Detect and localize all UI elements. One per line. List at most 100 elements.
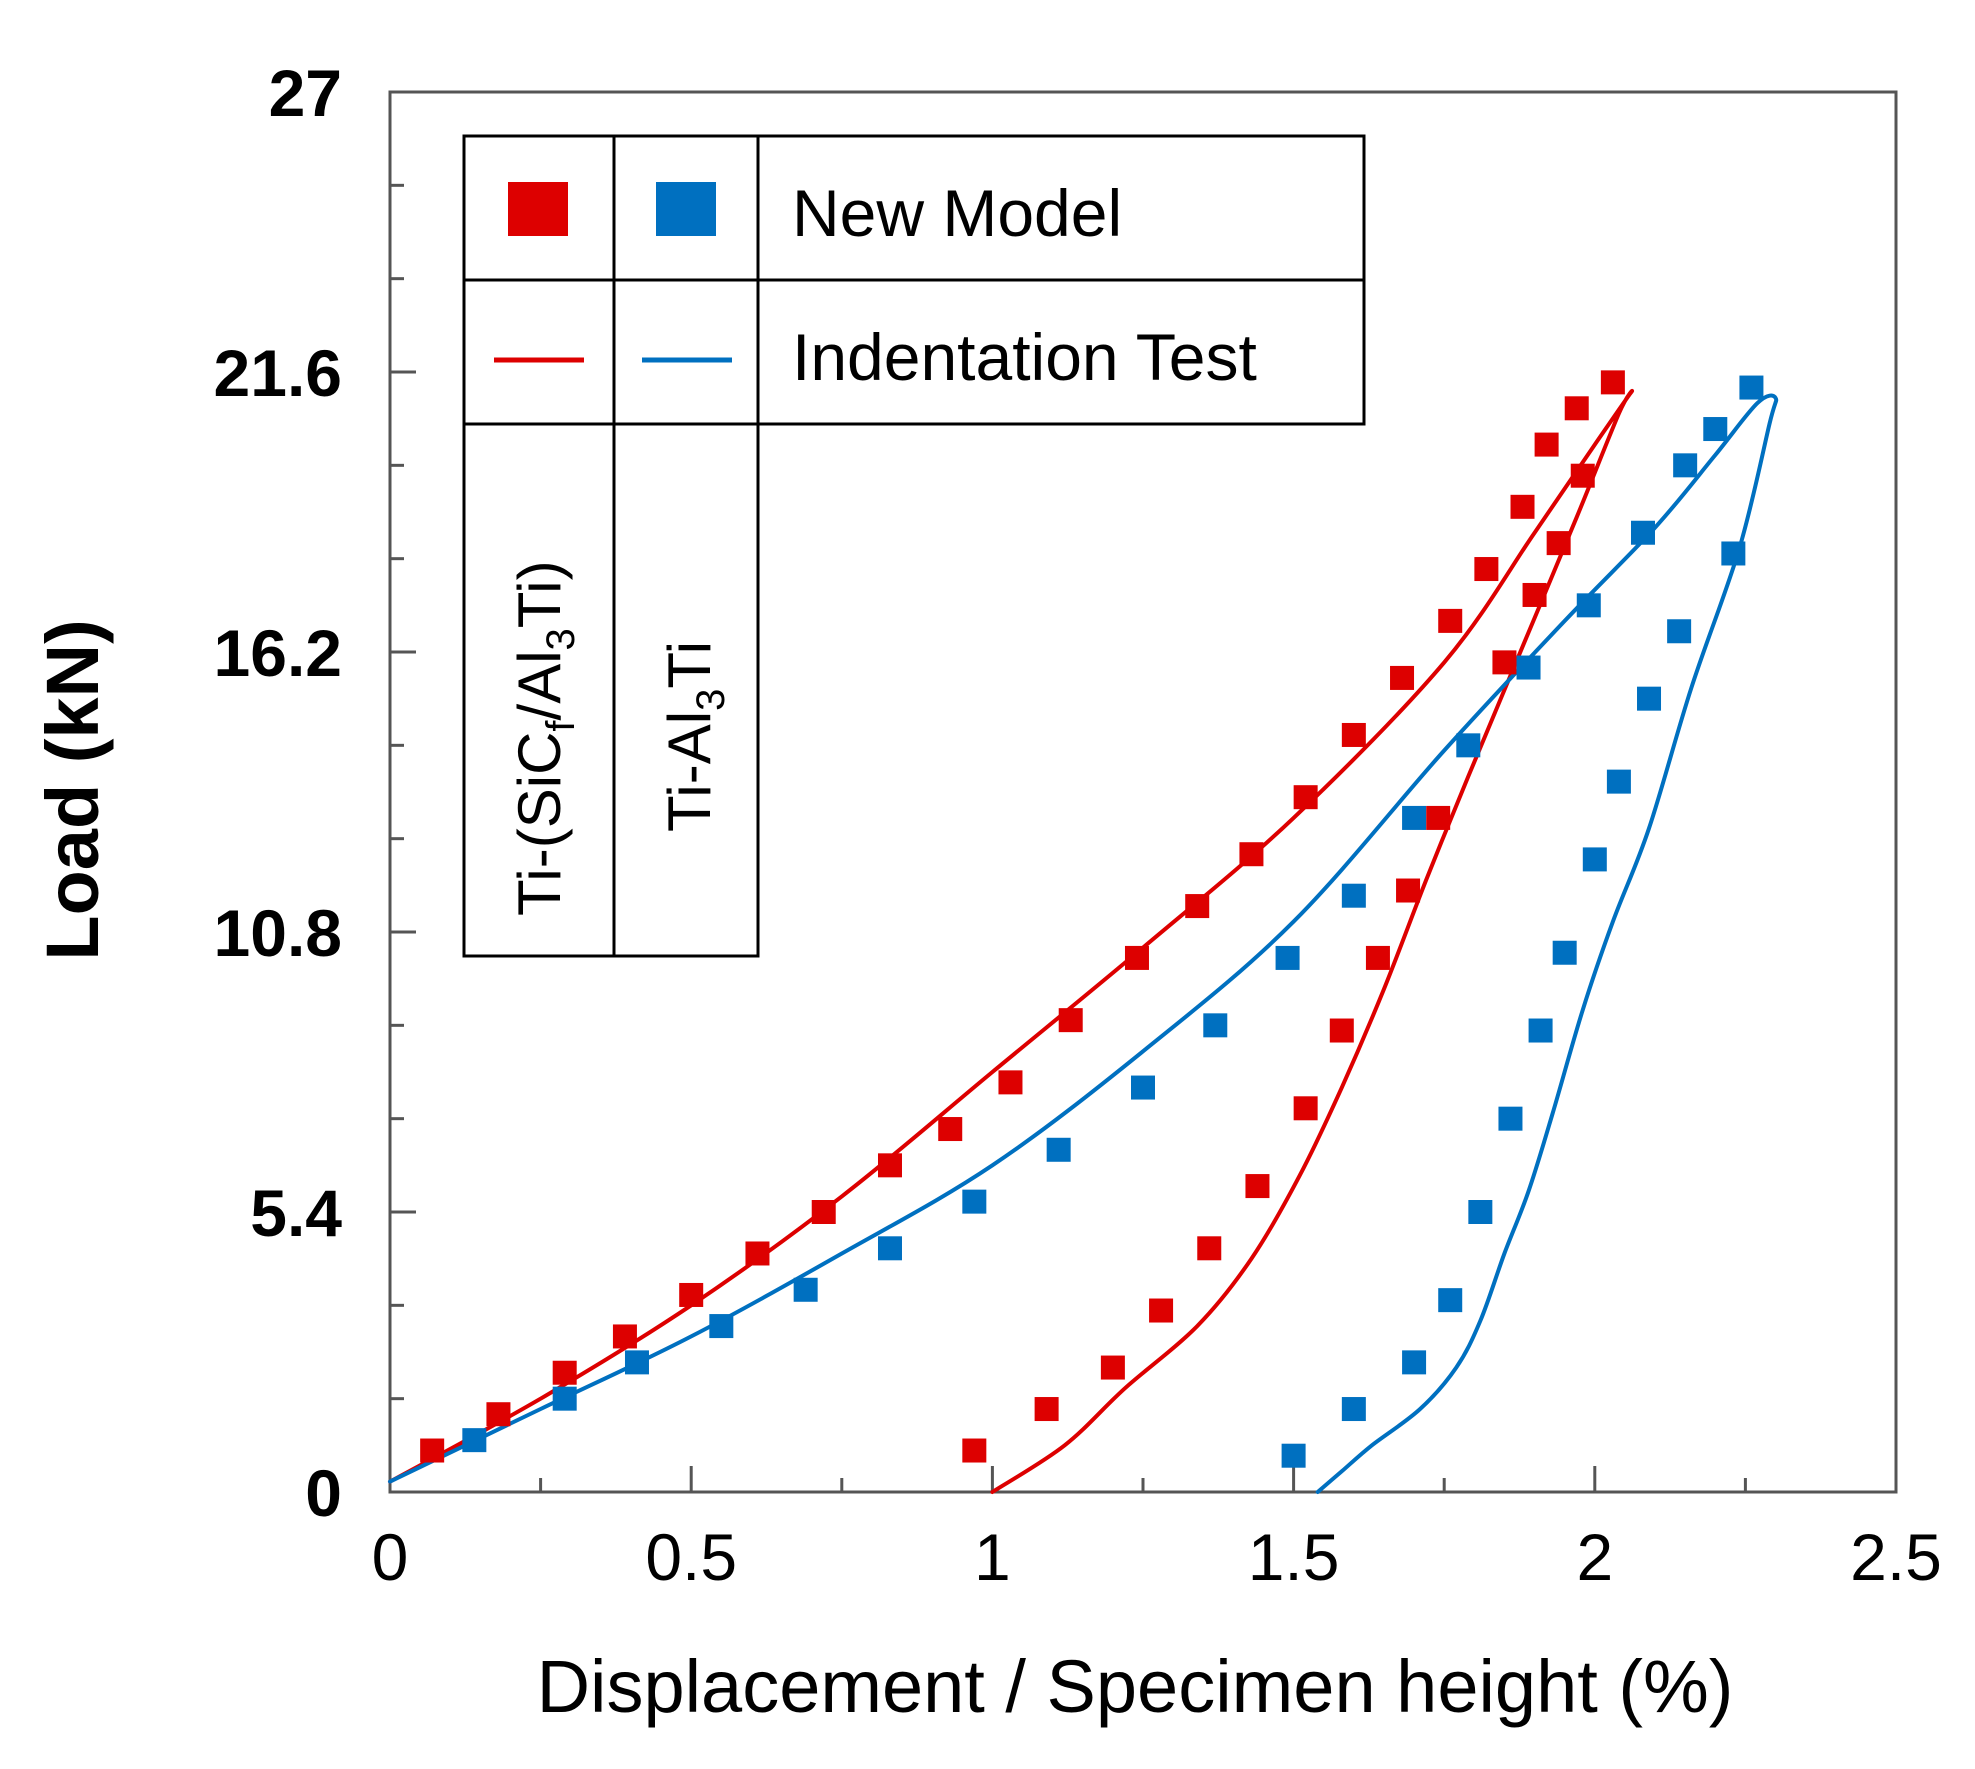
- legend-material-2-suffix: Ti: [656, 641, 723, 689]
- series-line-blue: [388, 393, 1779, 1494]
- data-point-red: [1492, 650, 1517, 675]
- y-tick-label: 16.2: [214, 616, 342, 690]
- data-point-blue: [1606, 769, 1631, 794]
- data-point-red: [1197, 1236, 1222, 1261]
- legend-material-1-sub2: 3: [539, 628, 583, 650]
- data-point-blue: [1046, 1137, 1071, 1162]
- data-point-red: [1058, 1008, 1083, 1033]
- data-point-red: [1245, 1174, 1270, 1199]
- data-point-red: [1534, 432, 1559, 457]
- data-point-red: [811, 1200, 836, 1224]
- legend-material-1-mid: /Al: [506, 650, 573, 720]
- data-point-red: [877, 1153, 902, 1178]
- x-tick-label: 0: [372, 1520, 409, 1594]
- y-tick-label: 5.4: [250, 1176, 342, 1250]
- data-point-blue: [624, 1350, 649, 1375]
- data-point-blue: [1402, 805, 1427, 830]
- legend-material-1-sub1: f: [539, 720, 583, 732]
- data-point-red: [1510, 494, 1535, 519]
- data-point-red: [1390, 665, 1415, 690]
- x-tick-label: 1: [974, 1520, 1011, 1594]
- data-point-red: [1329, 1018, 1354, 1043]
- legend-material-2-sub1: 3: [689, 689, 733, 711]
- data-point-blue: [1438, 1288, 1463, 1313]
- data-point-red: [1365, 945, 1390, 970]
- data-point-blue: [1667, 619, 1692, 644]
- data-point-red: [1149, 1298, 1174, 1323]
- x-axis-title: Displacement / Specimen height (%): [537, 1645, 1734, 1728]
- data-point-red: [1474, 557, 1499, 582]
- data-point-blue: [1341, 1397, 1366, 1422]
- data-point-red: [1034, 1397, 1059, 1422]
- legend-lines-label: Indentation Test: [792, 320, 1257, 394]
- data-point-red: [420, 1438, 445, 1463]
- data-point-blue: [1341, 883, 1366, 908]
- x-tick-label: 2.5: [1850, 1520, 1942, 1594]
- axis-ticks: [388, 90, 1898, 1494]
- legend-material-box: [462, 422, 760, 958]
- data-point-blue: [552, 1386, 577, 1411]
- data-point-red: [552, 1360, 577, 1385]
- data-point-blue: [962, 1189, 987, 1214]
- series-line-red: [388, 388, 1635, 1494]
- x-tick-label: 1.5: [1248, 1520, 1340, 1594]
- data-point-blue: [462, 1428, 487, 1453]
- legend-material-2-prefix: Ti-Al: [656, 711, 723, 832]
- legend-material-2: Ti-Al3Ti: [656, 641, 733, 832]
- data-point-red: [1124, 945, 1149, 970]
- x-tick-label: 2: [1576, 1520, 1613, 1594]
- x-tick-labels: 0 0.5 1 1.5 2 2.5: [372, 1520, 1942, 1594]
- data-point-red: [1341, 722, 1366, 747]
- data-point-red: [1293, 785, 1318, 810]
- data-point-blue: [709, 1314, 734, 1339]
- data-point-red: [962, 1438, 987, 1463]
- y-axis-title: Load (kN): [31, 619, 114, 960]
- data-point-blue: [1528, 1018, 1553, 1043]
- data-point-blue: [1275, 945, 1300, 970]
- legend-markers-label: New Model: [792, 176, 1122, 250]
- data-point-red: [1438, 608, 1463, 633]
- data-point-red: [1185, 894, 1210, 919]
- data-point-red: [1293, 1096, 1318, 1121]
- data-point-blue: [1721, 541, 1746, 566]
- data-point-blue: [793, 1277, 818, 1302]
- data-point-blue: [1630, 520, 1655, 545]
- data-point-blue: [1673, 453, 1698, 478]
- legend-material-1-prefix: Ti-(SiC: [506, 732, 573, 916]
- series-lines: [388, 388, 1779, 1494]
- data-point-red: [998, 1070, 1023, 1095]
- legend-red-marker: [508, 182, 568, 236]
- data-point-blue: [1576, 593, 1601, 618]
- data-point-red: [1239, 842, 1264, 867]
- data-point-blue: [1468, 1200, 1493, 1224]
- y-tick-label: 10.8: [214, 896, 342, 970]
- data-point-red: [612, 1324, 637, 1349]
- data-point-blue: [1703, 417, 1728, 442]
- legend: New Model Indentation Test Ti-(SiCf/Al3T…: [462, 134, 1366, 958]
- x-tick-label: 0.5: [645, 1520, 737, 1594]
- y-tick-label: 21.6: [214, 336, 342, 410]
- data-point-blue: [877, 1236, 902, 1261]
- data-point-blue: [1582, 847, 1607, 872]
- data-point-red: [745, 1241, 770, 1266]
- y-tick-labels: 0 5.4 10.8 16.2 21.6 27: [214, 56, 343, 1530]
- y-tick-label: 0: [305, 1456, 342, 1530]
- data-point-blue: [1516, 655, 1541, 680]
- legend-material-1-suffix: Ti): [506, 560, 573, 628]
- data-point-blue: [1552, 940, 1577, 965]
- data-point-red: [1522, 582, 1547, 607]
- data-point-blue: [1498, 1106, 1523, 1131]
- data-point-red: [1546, 531, 1571, 556]
- data-point-red: [1100, 1355, 1125, 1380]
- data-point-blue: [1402, 1350, 1427, 1375]
- data-point-blue: [1456, 733, 1481, 758]
- data-point-red: [938, 1117, 963, 1142]
- data-point-red: [1600, 370, 1625, 395]
- data-point-red: [1570, 463, 1595, 488]
- data-point-blue: [1739, 375, 1764, 400]
- data-point-blue: [1131, 1075, 1155, 1100]
- data-point-blue: [1203, 1013, 1228, 1038]
- y-tick-label: 27: [269, 56, 342, 130]
